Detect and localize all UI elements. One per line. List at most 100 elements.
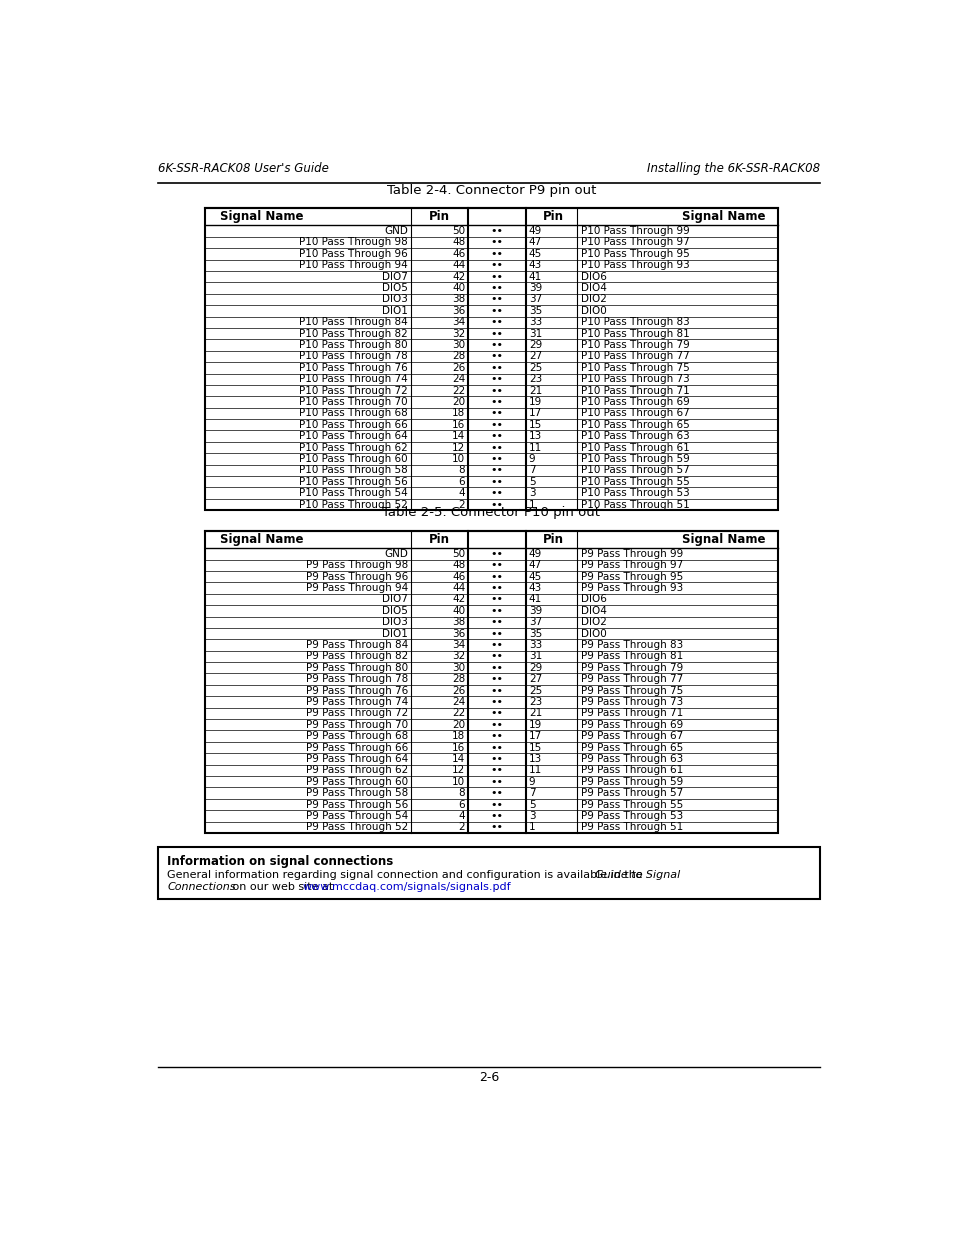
Text: P9 Pass Through 83: P9 Pass Through 83	[580, 640, 682, 650]
Text: 14: 14	[452, 431, 465, 441]
Text: P10 Pass Through 67: P10 Pass Through 67	[580, 409, 689, 419]
Text: 34: 34	[452, 317, 465, 327]
Text: 6: 6	[458, 799, 465, 810]
Text: 29: 29	[528, 663, 541, 673]
Text: 35: 35	[528, 629, 541, 638]
Text: ••: ••	[490, 431, 503, 441]
Text: ••: ••	[490, 731, 503, 741]
Text: 1: 1	[528, 499, 535, 510]
Text: P10 Pass Through 72: P10 Pass Through 72	[299, 385, 408, 395]
Text: 26: 26	[452, 685, 465, 695]
Text: Signal Name: Signal Name	[680, 210, 764, 224]
Text: ••: ••	[490, 499, 503, 510]
Text: Pin: Pin	[429, 210, 450, 224]
Text: ••: ••	[490, 709, 503, 719]
Text: 16: 16	[452, 420, 465, 430]
Text: 47: 47	[528, 237, 541, 247]
Text: ••: ••	[490, 306, 503, 316]
Text: 24: 24	[452, 374, 465, 384]
Text: ••: ••	[490, 788, 503, 798]
Text: DIO5: DIO5	[381, 283, 408, 293]
Text: P10 Pass Through 94: P10 Pass Through 94	[299, 261, 408, 270]
Text: 28: 28	[452, 674, 465, 684]
Text: 47: 47	[528, 561, 541, 571]
Text: ••: ••	[490, 385, 503, 395]
Text: ••: ••	[490, 272, 503, 282]
Text: P10 Pass Through 61: P10 Pass Through 61	[580, 442, 689, 452]
Text: 46: 46	[452, 248, 465, 259]
Text: P9 Pass Through 56: P9 Pass Through 56	[305, 799, 408, 810]
Text: 4: 4	[458, 811, 465, 821]
Text: 50: 50	[452, 226, 465, 236]
Text: P9 Pass Through 74: P9 Pass Through 74	[305, 697, 408, 706]
Text: ••: ••	[490, 823, 503, 832]
Text: ••: ••	[490, 261, 503, 270]
Text: 25: 25	[528, 685, 541, 695]
Text: DIO6: DIO6	[580, 594, 606, 604]
Text: 7: 7	[528, 788, 535, 798]
Text: ••: ••	[490, 488, 503, 498]
Text: 13: 13	[528, 431, 541, 441]
Text: P9 Pass Through 97: P9 Pass Through 97	[580, 561, 682, 571]
Text: 1: 1	[528, 823, 535, 832]
Text: DIO2: DIO2	[580, 294, 606, 305]
Text: P9 Pass Through 72: P9 Pass Through 72	[305, 709, 408, 719]
Text: ••: ••	[490, 248, 503, 259]
Text: 33: 33	[528, 317, 541, 327]
Text: P9 Pass Through 69: P9 Pass Through 69	[580, 720, 682, 730]
Text: P9 Pass Through 76: P9 Pass Through 76	[305, 685, 408, 695]
Text: DIO4: DIO4	[580, 606, 606, 616]
Text: 48: 48	[452, 561, 465, 571]
Text: DIO2: DIO2	[580, 618, 606, 627]
Text: P10 Pass Through 64: P10 Pass Through 64	[299, 431, 408, 441]
Text: 10: 10	[452, 454, 465, 464]
Text: P10 Pass Through 62: P10 Pass Through 62	[299, 442, 408, 452]
Text: P10 Pass Through 73: P10 Pass Through 73	[580, 374, 689, 384]
Text: 30: 30	[452, 340, 465, 350]
Text: 9: 9	[528, 777, 535, 787]
Text: P10 Pass Through 60: P10 Pass Through 60	[299, 454, 408, 464]
Text: 18: 18	[452, 409, 465, 419]
Text: P9 Pass Through 78: P9 Pass Through 78	[305, 674, 408, 684]
Text: DIO1: DIO1	[381, 629, 408, 638]
Text: P10 Pass Through 63: P10 Pass Through 63	[580, 431, 689, 441]
Text: P9 Pass Through 73: P9 Pass Through 73	[580, 697, 682, 706]
Text: P9 Pass Through 57: P9 Pass Through 57	[580, 788, 682, 798]
Text: 17: 17	[528, 409, 541, 419]
Text: DIO6: DIO6	[580, 272, 606, 282]
Text: 31: 31	[528, 329, 541, 338]
Text: DIO0: DIO0	[580, 306, 606, 316]
Text: P10 Pass Through 81: P10 Pass Through 81	[580, 329, 689, 338]
Text: 37: 37	[528, 294, 541, 305]
Text: ••: ••	[490, 442, 503, 452]
Bar	[204, 531, 778, 834]
Text: P9 Pass Through 93: P9 Pass Through 93	[580, 583, 682, 593]
Text: Signal Name: Signal Name	[220, 210, 304, 224]
Text: P9 Pass Through 65: P9 Pass Through 65	[580, 742, 682, 752]
Text: Pin: Pin	[542, 210, 564, 224]
Text: 40: 40	[452, 606, 465, 616]
Text: ••: ••	[490, 374, 503, 384]
Text: 8: 8	[458, 788, 465, 798]
Text: 49: 49	[528, 548, 541, 558]
Text: 5: 5	[528, 477, 535, 487]
Text: P9 Pass Through 52: P9 Pass Through 52	[305, 823, 408, 832]
Text: P10 Pass Through 69: P10 Pass Through 69	[580, 396, 689, 408]
Text: P9 Pass Through 94: P9 Pass Through 94	[305, 583, 408, 593]
Text: P9 Pass Through 61: P9 Pass Through 61	[580, 766, 682, 776]
Text: 27: 27	[528, 674, 541, 684]
Text: ••: ••	[490, 583, 503, 593]
Text: P9 Pass Through 75: P9 Pass Through 75	[580, 685, 682, 695]
Text: P10 Pass Through 99: P10 Pass Through 99	[580, 226, 689, 236]
Text: DIO1: DIO1	[381, 306, 408, 316]
Text: 4: 4	[458, 488, 465, 498]
Text: 22: 22	[452, 385, 465, 395]
Text: 6: 6	[458, 477, 465, 487]
Text: 50: 50	[452, 548, 465, 558]
Text: P9 Pass Through 84: P9 Pass Through 84	[305, 640, 408, 650]
Text: 15: 15	[528, 742, 541, 752]
Text: Pin: Pin	[429, 534, 450, 546]
Text: P9 Pass Through 95: P9 Pass Through 95	[580, 572, 682, 582]
Text: 33: 33	[528, 640, 541, 650]
Text: Pin: Pin	[542, 534, 564, 546]
